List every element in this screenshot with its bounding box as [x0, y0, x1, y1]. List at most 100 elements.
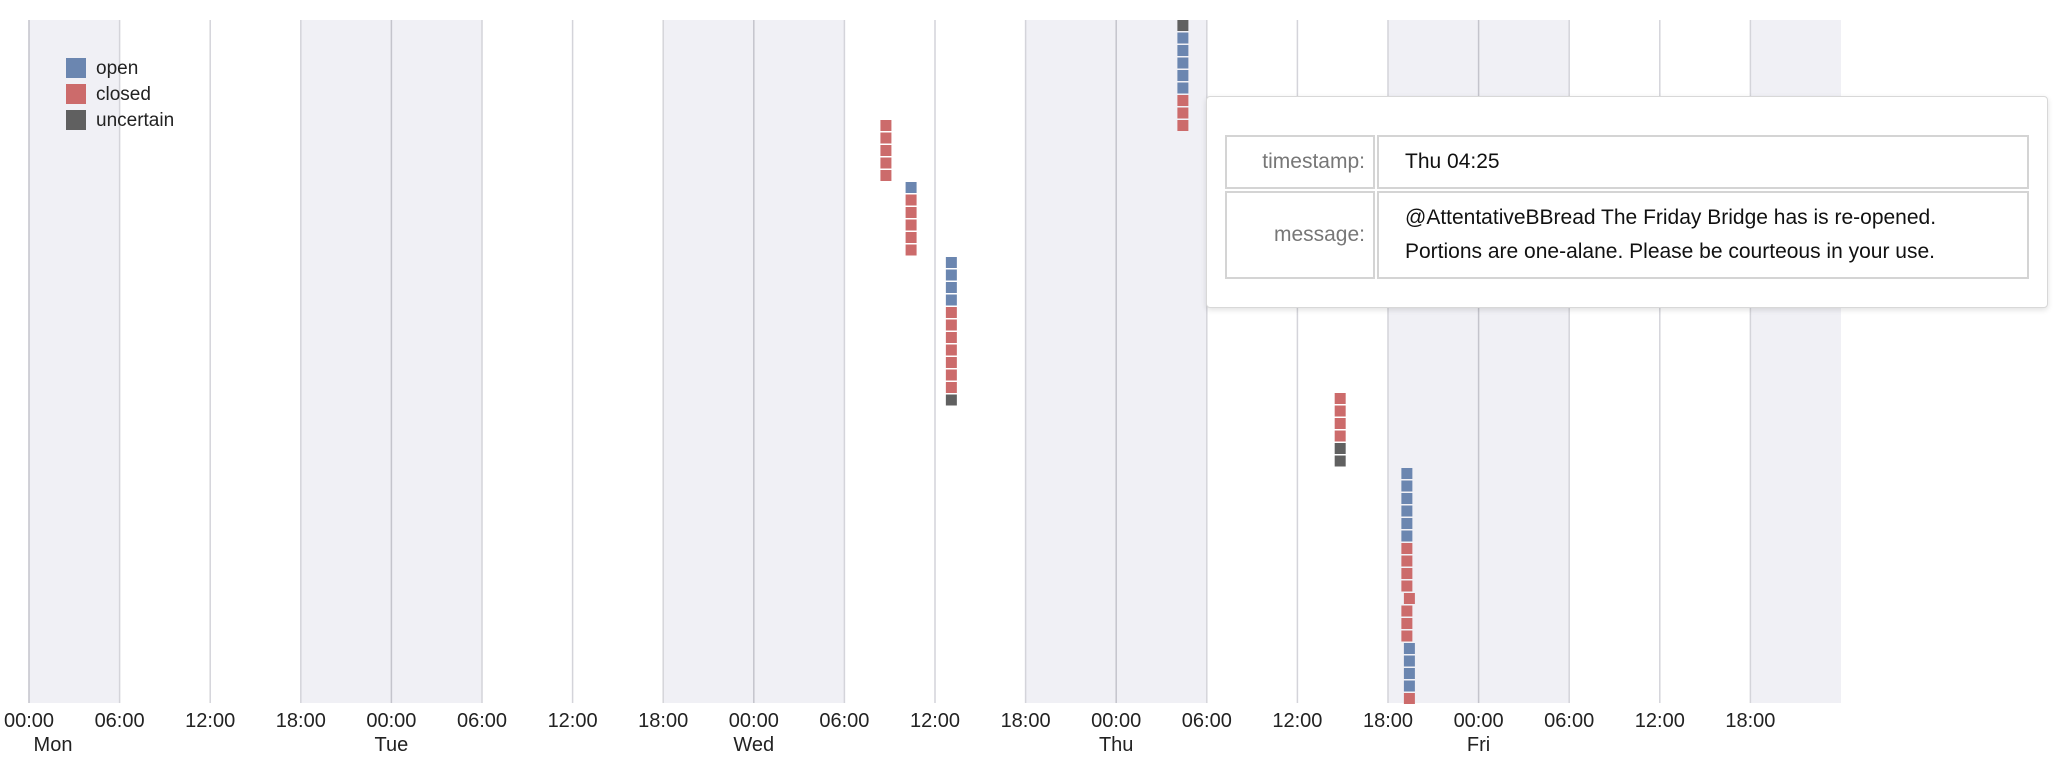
x-tick-label: 06:00 [95, 710, 145, 732]
point-closed-17 [945, 332, 957, 343]
point-uncertain-23 [1177, 20, 1189, 31]
x-tick-label: 18:00 [1001, 710, 1051, 732]
point-closed-44 [1401, 543, 1413, 554]
x-tick-label: 00:00 [1091, 710, 1141, 732]
point-tooltip: timestamp: Thu 04:25 message: @Attentati… [1206, 96, 2048, 308]
point-closed-35 [1334, 430, 1346, 442]
x-day-label: Wed [733, 734, 774, 756]
point-closed-2 [880, 145, 892, 156]
point-uncertain-22 [945, 394, 957, 406]
point-open-27 [1177, 70, 1189, 81]
data-points [880, 20, 1415, 704]
point-open-12 [945, 269, 957, 281]
point-open-52 [1403, 643, 1415, 654]
tooltip-message-label: message: [1225, 191, 1375, 279]
tooltip-message-value: @AttentativeBBread The Friday Bridge has… [1377, 191, 2029, 279]
point-open-41 [1401, 505, 1413, 517]
x-tick-label: 12:00 [1272, 710, 1322, 732]
x-tick-label: 00:00 [729, 710, 779, 732]
point-closed-6 [905, 194, 917, 206]
x-tick-label: 00:00 [4, 710, 54, 732]
point-closed-29 [1177, 95, 1189, 106]
x-day-label: Mon [34, 734, 73, 756]
point-open-14 [945, 294, 957, 306]
tooltip-timestamp-label: timestamp: [1225, 135, 1375, 189]
x-tick-label: 06:00 [819, 710, 869, 732]
tooltip-table: timestamp: Thu 04:25 message: @Attentati… [1223, 133, 2031, 281]
point-open-42 [1401, 518, 1413, 529]
point-closed-31 [1177, 120, 1189, 131]
point-uncertain-36 [1334, 443, 1346, 454]
point-open-43 [1401, 530, 1413, 542]
point-closed-8 [905, 219, 917, 231]
legend-label-closed: closed [96, 84, 151, 105]
x-tick-label: 00:00 [366, 710, 416, 732]
point-open-55 [1403, 680, 1415, 692]
point-closed-34 [1334, 418, 1346, 429]
legend-swatch-open [66, 58, 86, 78]
point-closed-33 [1334, 405, 1346, 417]
x-axis: 00:00 06:00 12:00 18:00 00:00 06:00 12:00 18:00… [4, 710, 1775, 756]
point-closed-16 [945, 319, 957, 331]
point-open-53 [1403, 655, 1415, 667]
point-open-38 [1401, 468, 1413, 479]
point-open-26 [1177, 57, 1189, 69]
point-closed-50 [1401, 618, 1413, 629]
point-closed-56 [1403, 693, 1415, 704]
x-tick-label: 18:00 [276, 710, 326, 732]
point-closed-46 [1401, 568, 1413, 579]
point-closed-18 [945, 344, 957, 356]
point-closed-47 [1401, 580, 1413, 592]
point-closed-3 [880, 157, 892, 169]
point-closed-15 [945, 307, 957, 318]
x-tick-label: 12:00 [185, 710, 235, 732]
legend: open closed uncertain [66, 58, 174, 131]
legend-label-open: open [96, 58, 138, 79]
point-closed-30 [1177, 107, 1189, 119]
x-tick-label: 06:00 [1544, 710, 1594, 732]
x-tick-label: 18:00 [1363, 710, 1413, 732]
night-band-0 [29, 20, 120, 703]
point-closed-7 [905, 207, 917, 218]
point-open-40 [1401, 493, 1413, 504]
point-closed-32 [1334, 393, 1346, 404]
x-tick-label: 18:00 [638, 710, 688, 732]
point-closed-10 [905, 244, 917, 256]
point-open-5 [905, 182, 917, 193]
point-closed-45 [1401, 555, 1413, 567]
x-day-label: Tue [375, 734, 409, 756]
tooltip-row-message: message: @AttentativeBBread The Friday B… [1225, 191, 2029, 279]
x-tick-label: 18:00 [1725, 710, 1775, 732]
x-tick-label: 12:00 [1635, 710, 1685, 732]
point-closed-20 [945, 369, 957, 381]
point-uncertain-37 [1334, 455, 1346, 467]
point-open-39 [1401, 480, 1413, 492]
point-open-25 [1177, 45, 1189, 56]
legend-swatch-closed [66, 84, 86, 104]
point-open-54 [1403, 668, 1415, 679]
point-closed-4 [880, 170, 892, 181]
point-open-11 [945, 257, 957, 268]
point-closed-48 [1403, 593, 1415, 604]
point-closed-0 [880, 120, 892, 131]
tooltip-row-timestamp: timestamp: Thu 04:25 [1225, 135, 2029, 189]
x-tick-label: 12:00 [910, 710, 960, 732]
x-day-label: Fri [1467, 734, 1490, 756]
point-closed-9 [905, 232, 917, 243]
tooltip-timestamp-value: Thu 04:25 [1377, 135, 2029, 189]
grid-lines [28, 20, 1752, 703]
x-day-label: Thu [1099, 734, 1133, 756]
x-tick-label: 00:00 [1454, 710, 1504, 732]
point-closed-1 [880, 132, 892, 144]
x-tick-label: 12:00 [548, 710, 598, 732]
x-tick-label: 06:00 [1182, 710, 1232, 732]
point-closed-49 [1401, 605, 1413, 617]
point-closed-19 [945, 357, 957, 368]
legend-label-uncertain: uncertain [96, 110, 174, 131]
point-closed-21 [945, 382, 957, 393]
point-open-28 [1177, 82, 1189, 94]
point-open-24 [1177, 32, 1189, 44]
legend-swatch-uncertain [66, 110, 86, 130]
point-closed-51 [1401, 630, 1413, 642]
